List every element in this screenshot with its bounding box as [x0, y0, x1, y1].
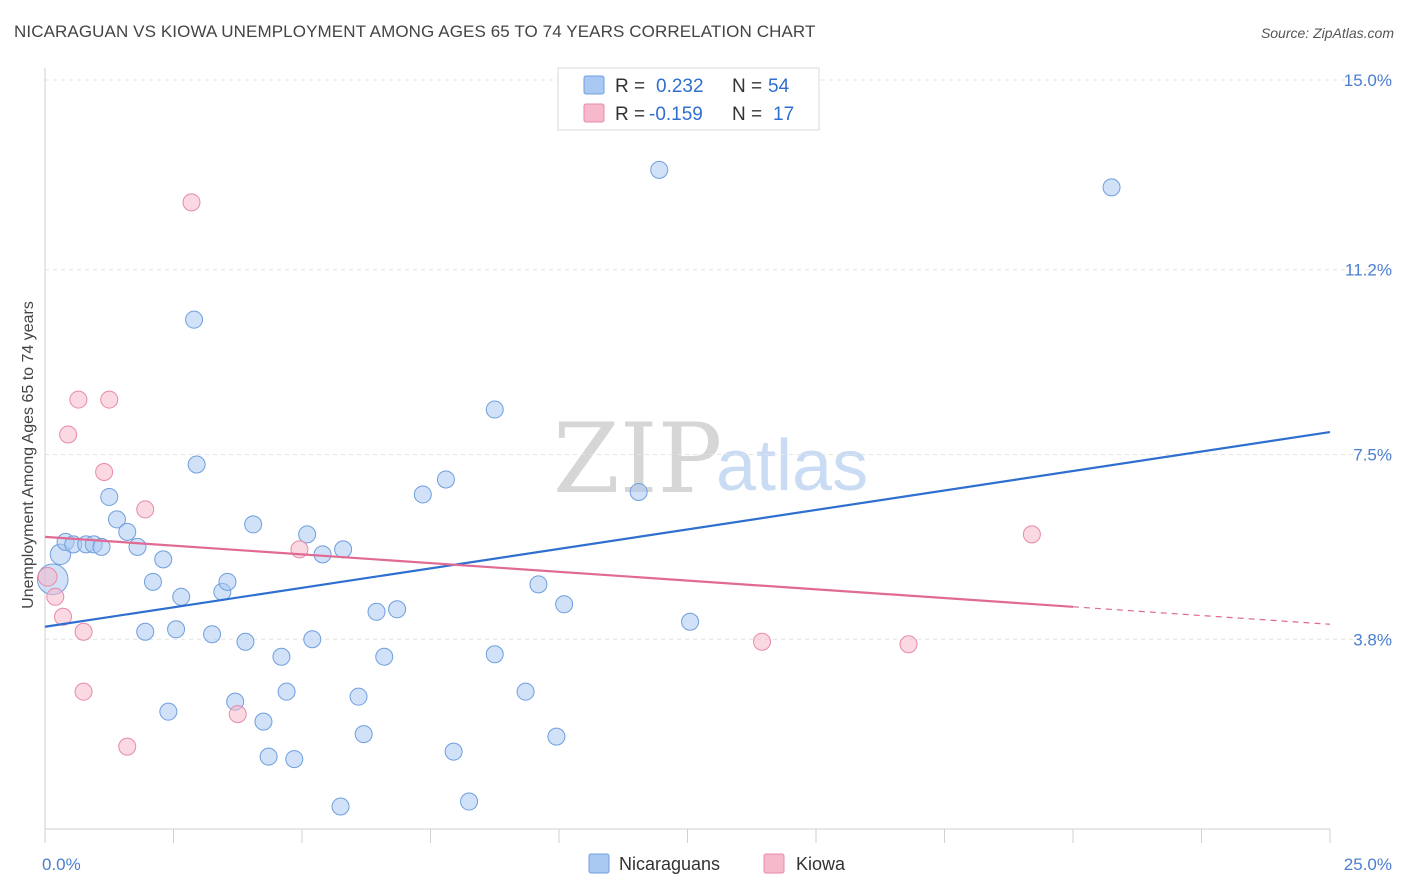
point-kiowa	[753, 632, 772, 651]
point-nicaraguans	[529, 575, 548, 594]
legend-box: R = 0.232 N = 54 R = -0.159 N = 17	[557, 67, 820, 131]
point-kiowa	[228, 705, 247, 724]
legend-r-value: 0.232	[656, 76, 704, 97]
legend-swatch-nicaraguans	[583, 75, 605, 95]
point-kiowa	[59, 425, 78, 444]
point-kiowa	[136, 500, 155, 519]
bottom-legend-swatch-kiowa	[763, 853, 785, 874]
point-nicaraguans	[254, 712, 273, 731]
point-nicaraguans	[413, 485, 432, 504]
point-nicaraguans	[244, 515, 263, 534]
gridlines	[45, 79, 1392, 640]
chart-title: NICARAGUAN VS KIOWA UNEMPLOYMENT AMONG A…	[14, 22, 816, 41]
point-nicaraguans	[167, 620, 186, 639]
bottom-legend: Nicaraguans Kiowa	[588, 853, 846, 874]
point-nicaraguans	[100, 487, 119, 506]
point-nicaraguans	[485, 400, 504, 419]
point-kiowa	[74, 682, 93, 701]
legend-r-value: -0.159	[649, 104, 703, 125]
trend-line-nicaraguans	[44, 430, 1331, 628]
y-tick-label: 15.0%	[1344, 71, 1392, 90]
y-tick-labels: 15.0% 11.2% 7.5% 3.8%	[1344, 71, 1392, 649]
point-nicaraguans	[172, 587, 191, 606]
bottom-legend-swatch-nicaraguans	[588, 853, 610, 874]
point-nicaraguans	[629, 482, 648, 501]
point-nicaraguans	[159, 702, 178, 721]
point-nicaraguans	[143, 572, 162, 591]
point-kiowa	[899, 635, 918, 654]
legend-r-label: R =	[615, 104, 645, 125]
legend-n-label: N =	[732, 76, 762, 97]
point-kiowa	[1022, 525, 1041, 544]
point-kiowa	[69, 390, 88, 409]
x-tick-label: 25.0%	[1344, 855, 1392, 874]
point-nicaraguans	[516, 682, 535, 701]
point-nicaraguans	[259, 747, 278, 766]
point-nicaraguans	[298, 525, 317, 544]
bottom-legend-label-kiowa: Kiowa	[796, 854, 846, 874]
y-tick-label: 11.2%	[1345, 261, 1392, 280]
point-kiowa	[95, 462, 114, 481]
y-tick-label: 7.5%	[1353, 446, 1392, 465]
watermark-atlas: atlas	[716, 426, 868, 506]
point-nicaraguans	[331, 797, 350, 816]
trend-line-extension-kiowa	[1072, 606, 1331, 625]
point-nicaraguans	[154, 550, 173, 569]
legend-n-label: N =	[732, 104, 762, 125]
point-nicaraguans	[650, 160, 669, 179]
bottom-legend-label-nicaraguans: Nicaraguans	[619, 854, 720, 874]
point-nicaraguans	[285, 750, 304, 769]
point-nicaraguans	[303, 630, 322, 649]
point-nicaraguans	[185, 310, 204, 329]
point-nicaraguans	[349, 687, 368, 706]
point-nicaraguans	[187, 455, 206, 474]
point-nicaraguans	[203, 625, 222, 644]
trend-line-kiowa	[44, 535, 1074, 608]
data-points	[36, 160, 1121, 816]
point-kiowa	[46, 587, 65, 606]
legend-n-value: 54	[768, 76, 790, 97]
point-nicaraguans	[367, 602, 386, 621]
y-tick-label: 3.8%	[1353, 630, 1392, 649]
point-nicaraguans	[354, 725, 373, 744]
point-nicaraguans	[218, 572, 237, 591]
watermark: ZIP atlas	[553, 403, 868, 515]
point-nicaraguans	[388, 600, 407, 619]
legend-r-label: R =	[615, 76, 645, 97]
point-kiowa	[182, 193, 201, 212]
point-nicaraguans	[334, 540, 353, 559]
point-nicaraguans	[272, 647, 291, 666]
point-nicaraguans	[460, 792, 479, 811]
point-nicaraguans	[681, 612, 700, 631]
point-nicaraguans	[444, 742, 463, 761]
axes	[44, 68, 1331, 843]
legend-swatch-kiowa	[583, 103, 605, 123]
source-label: Source: ZipAtlas.com	[1260, 25, 1394, 41]
point-nicaraguans	[236, 632, 255, 651]
point-nicaraguans	[92, 537, 111, 556]
point-nicaraguans	[436, 470, 455, 489]
point-nicaraguans	[136, 622, 155, 641]
x-tick-label: 0.0%	[42, 855, 81, 874]
point-kiowa	[100, 390, 119, 409]
trend-lines	[44, 430, 1331, 628]
point-nicaraguans	[107, 510, 126, 529]
point-nicaraguans	[375, 647, 394, 666]
point-kiowa	[74, 622, 93, 641]
point-kiowa	[118, 737, 137, 756]
point-nicaraguans	[547, 727, 566, 746]
point-nicaraguans	[485, 645, 504, 664]
y-axis-label: Unemployment Among Ages 65 to 74 years	[20, 301, 37, 609]
point-kiowa	[53, 607, 72, 626]
point-nicaraguans	[118, 522, 137, 541]
point-nicaraguans	[1102, 178, 1121, 197]
point-nicaraguans	[277, 682, 296, 701]
x-tick-labels: 0.0% 25.0%	[42, 855, 1392, 874]
point-nicaraguans	[128, 537, 147, 556]
point-nicaraguans	[555, 595, 574, 614]
legend-n-value: 17	[773, 104, 794, 125]
point-kiowa	[37, 566, 58, 587]
